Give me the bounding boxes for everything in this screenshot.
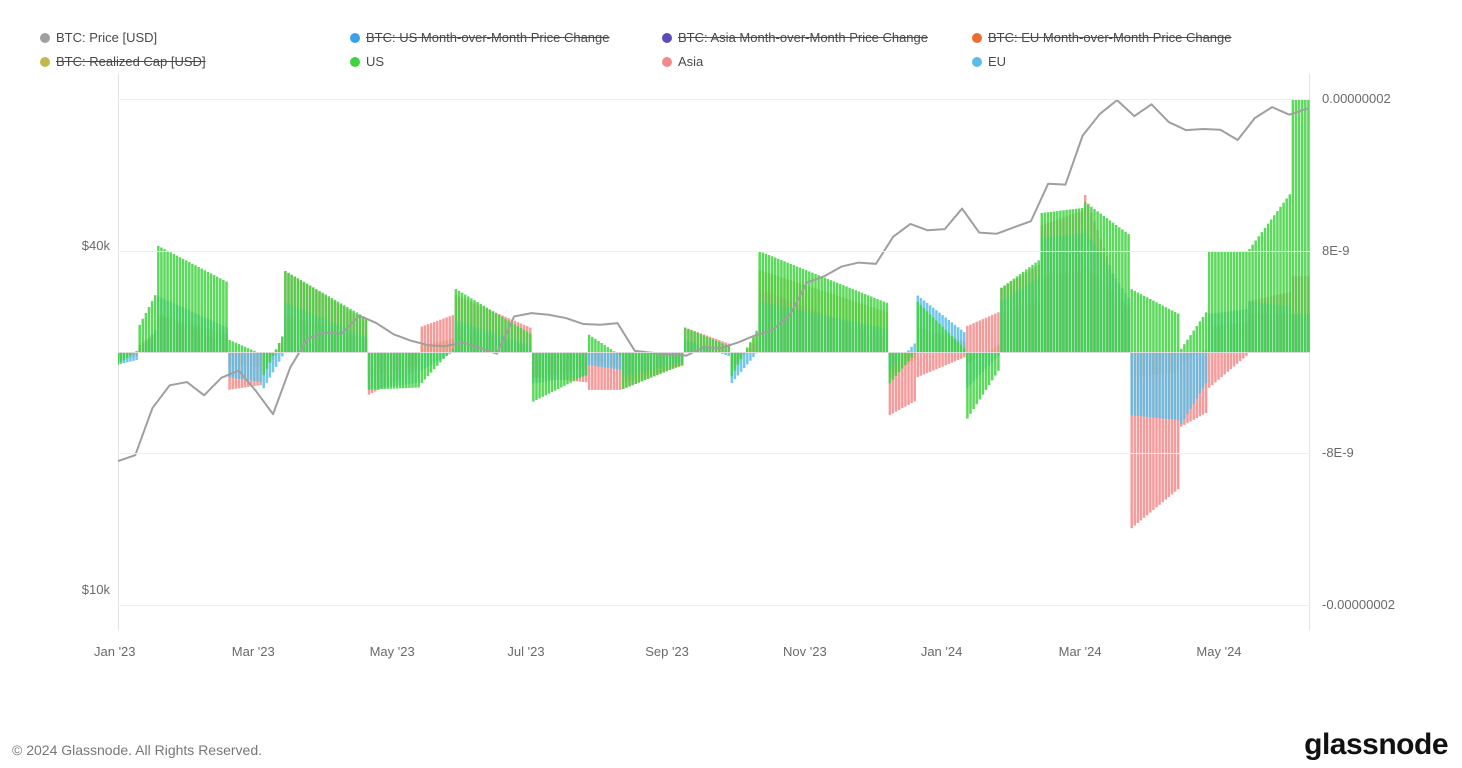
x-tick: Sep '23	[645, 644, 689, 659]
brand-logo: glassnode	[1304, 728, 1448, 762]
legend-dot-icon	[350, 33, 360, 43]
footer-copyright: © 2024 Glassnode. All Rights Reserved.	[12, 742, 262, 758]
legend-dot-icon	[662, 33, 672, 43]
gridline	[118, 99, 1310, 100]
legend-item[interactable]: US	[350, 50, 384, 74]
legend-dot-icon	[350, 57, 360, 67]
y-right-tick: -8E-9	[1322, 445, 1432, 460]
gridline	[118, 605, 1310, 606]
legend-item[interactable]: BTC: Realized Cap [USD]	[40, 50, 206, 74]
legend-label: Asia	[678, 50, 703, 74]
legend-label: BTC: Asia Month-over-Month Price Change	[678, 26, 928, 50]
legend-dot-icon	[662, 57, 672, 67]
legend-dot-icon	[40, 33, 50, 43]
legend-item[interactable]: BTC: US Month-over-Month Price Change	[350, 26, 609, 50]
legend-item[interactable]: Asia	[662, 50, 703, 74]
x-tick: Jul '23	[507, 644, 544, 659]
x-tick: May '24	[1196, 644, 1241, 659]
legend-item[interactable]: BTC: EU Month-over-Month Price Change	[972, 26, 1231, 50]
y-right-tick: 8E-9	[1322, 243, 1432, 258]
legend-label: EU	[988, 50, 1006, 74]
chart-root: BTC: Price [USD] BTC: US Month-over-Month…	[0, 0, 1462, 768]
x-tick: Jan '23	[94, 644, 136, 659]
x-tick: Nov '23	[783, 644, 827, 659]
gridline	[118, 453, 1310, 454]
gridline	[118, 251, 1310, 252]
legend-label: US	[366, 50, 384, 74]
legend-item[interactable]: EU	[972, 50, 1006, 74]
legend-label: BTC: Price [USD]	[56, 26, 157, 50]
legend-label: BTC: US Month-over-Month Price Change	[366, 26, 609, 50]
legend-label: BTC: EU Month-over-Month Price Change	[988, 26, 1231, 50]
legend-dot-icon	[972, 57, 982, 67]
axis-zero-line	[118, 352, 1310, 353]
x-tick: May '23	[370, 644, 415, 659]
legend-dot-icon	[972, 33, 982, 43]
x-tick: Mar '24	[1059, 644, 1102, 659]
legend-item[interactable]: BTC: Asia Month-over-Month Price Change	[662, 26, 928, 50]
x-tick: Jan '24	[921, 644, 963, 659]
legend-label: BTC: Realized Cap [USD]	[56, 50, 206, 74]
y-left-tick: $10k	[60, 582, 110, 597]
y-right-tick: 0.00000002	[1322, 91, 1432, 106]
legend-dot-icon	[40, 57, 50, 67]
y-left-tick: $40k	[60, 238, 110, 253]
y-right-tick: -0.00000002	[1322, 597, 1432, 612]
x-tick: Mar '23	[232, 644, 275, 659]
legend-item[interactable]: BTC: Price [USD]	[40, 26, 157, 50]
plot-area[interactable]	[118, 74, 1310, 630]
